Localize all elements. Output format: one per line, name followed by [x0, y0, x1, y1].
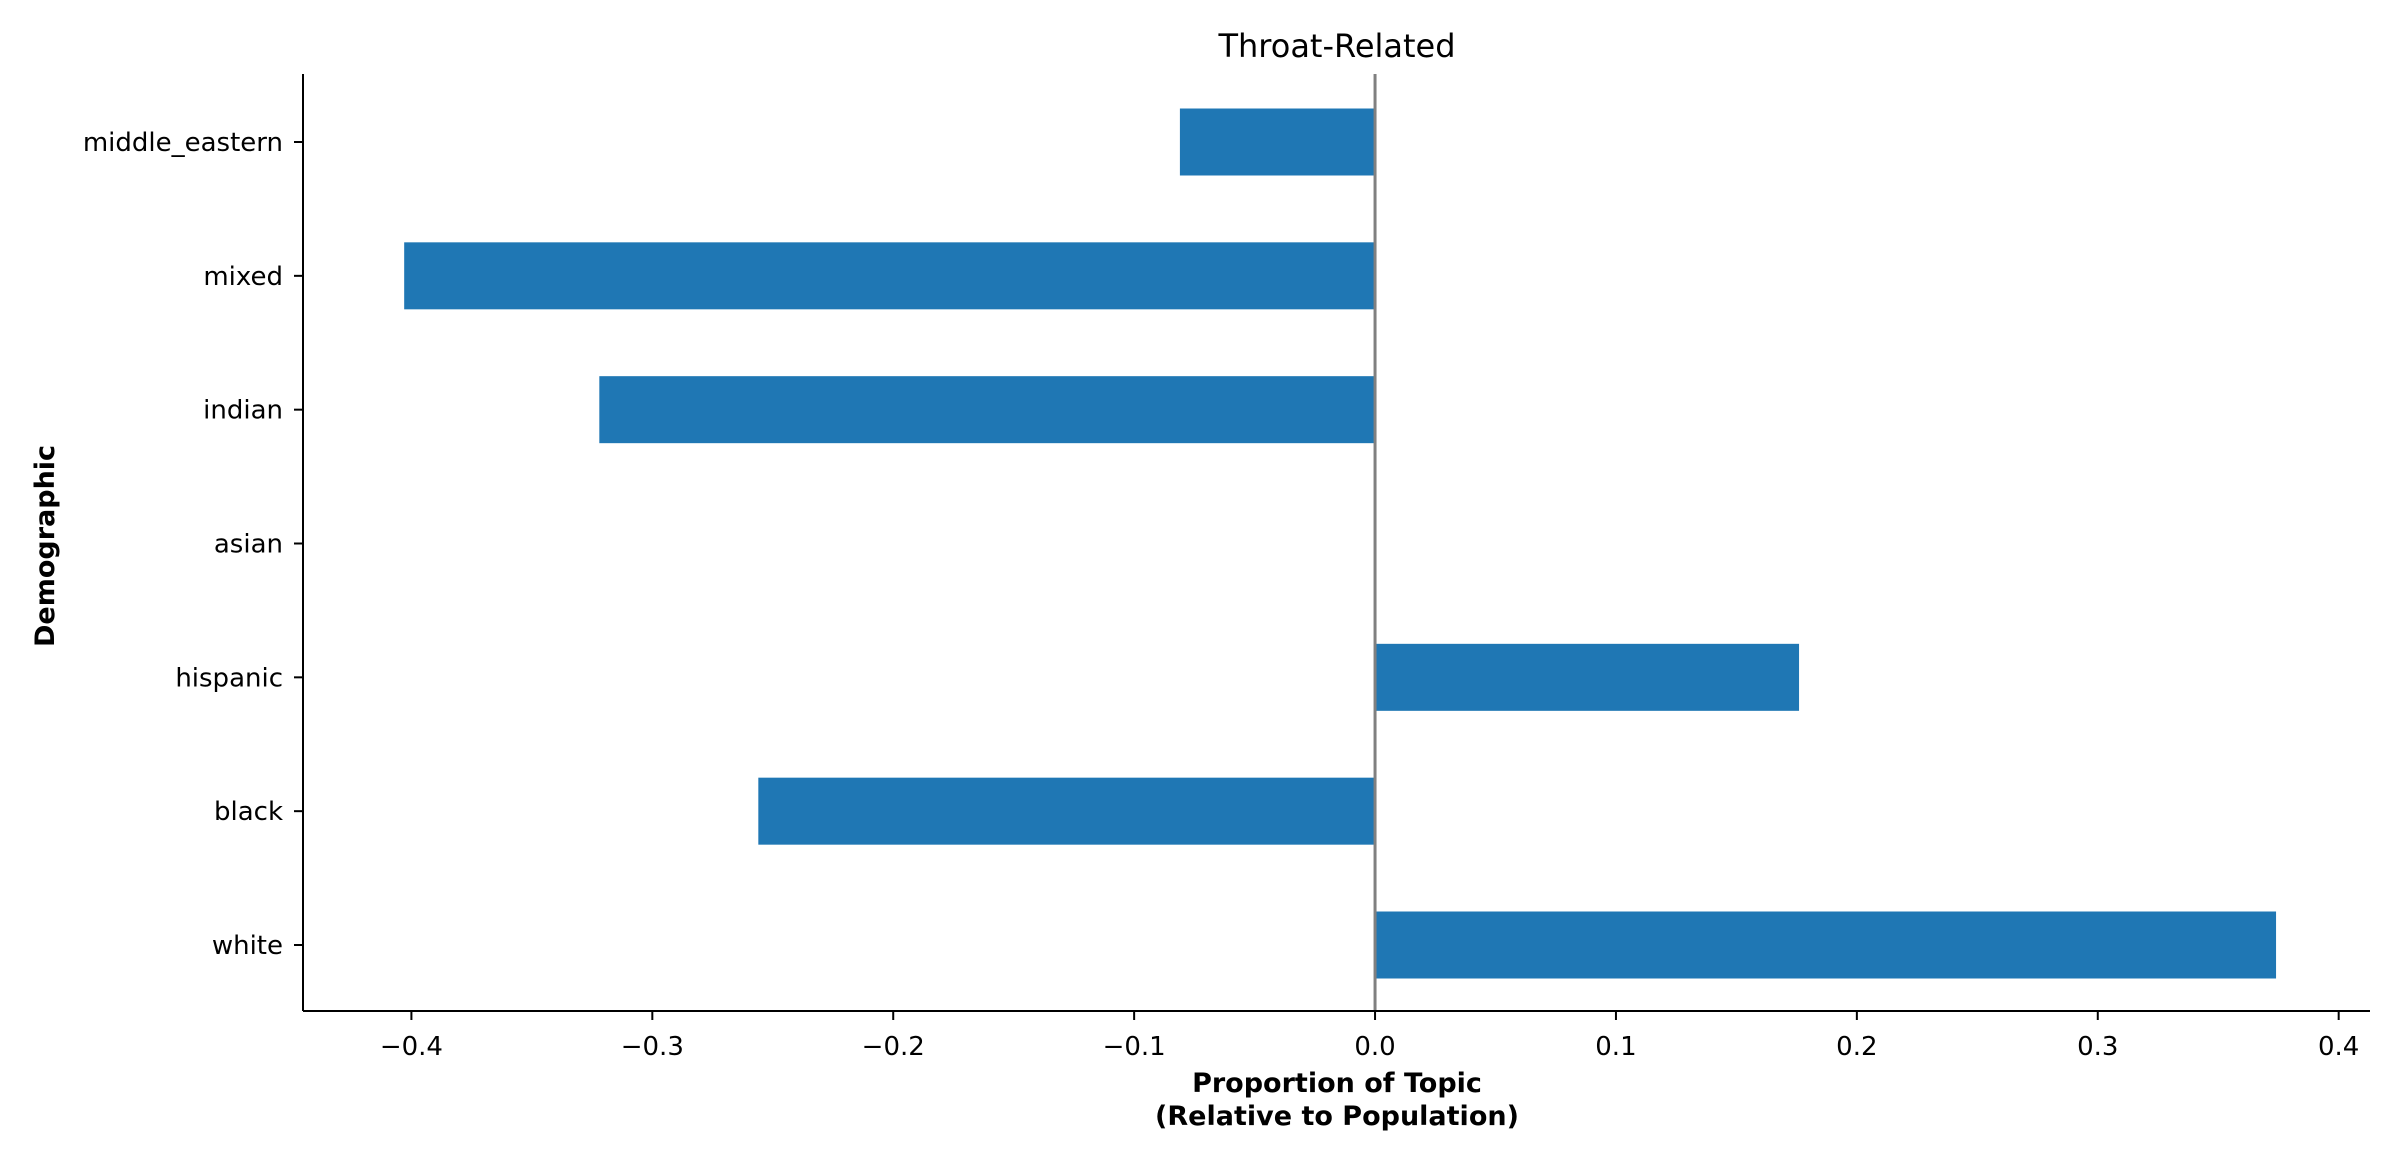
bar-mixed [404, 242, 1376, 310]
x-axis-title-line-2: (Relative to Population) [1155, 1101, 1519, 1132]
y-tick-label-mixed: mixed [203, 262, 283, 292]
y-axis-title: Demographic [30, 445, 61, 647]
x-tick-label-5: 0.1 [1595, 1032, 1636, 1062]
x-tick-label-8: 0.4 [2318, 1032, 2359, 1062]
y-tick-label-hispanic: hispanic [175, 663, 283, 693]
x-tick-label-0: −0.4 [380, 1032, 443, 1062]
bar-black [758, 777, 1376, 845]
x-tick-label-3: −0.1 [1103, 1032, 1166, 1062]
bar-indian [599, 376, 1376, 444]
x-axis-title-line-1: Proportion of Topic [1192, 1068, 1482, 1099]
x-axis-ticks: −0.4 −0.3 −0.2 −0.1 0.0 0.1 0.2 0.3 0.4 [380, 1011, 2359, 1062]
x-tick-label-1: −0.3 [621, 1032, 684, 1062]
bar-hispanic [1375, 643, 1800, 711]
chart-title: Throat-Related [1217, 27, 1455, 65]
x-tick-label-6: 0.2 [1836, 1032, 1877, 1062]
x-tick-label-2: −0.2 [862, 1032, 925, 1062]
y-tick-label-asian: asian [214, 530, 283, 560]
y-tick-label-black: black [214, 797, 283, 827]
bar-white [1375, 911, 2277, 979]
y-tick-label-indian: indian [203, 396, 283, 426]
bars [404, 108, 2277, 979]
y-tick-label-middle-eastern: middle_eastern [83, 128, 283, 158]
x-tick-label-7: 0.3 [2077, 1032, 2118, 1062]
y-tick-label-white: white [212, 931, 283, 961]
y-axis-ticks: white black hispanic asian indian mixed middle… [83, 128, 303, 961]
x-tick-label-4: 0.0 [1354, 1032, 1395, 1062]
plot-area: white black hispanic asian indian mixed middle… [83, 74, 2370, 1062]
bar-middle-eastern [1179, 108, 1376, 176]
